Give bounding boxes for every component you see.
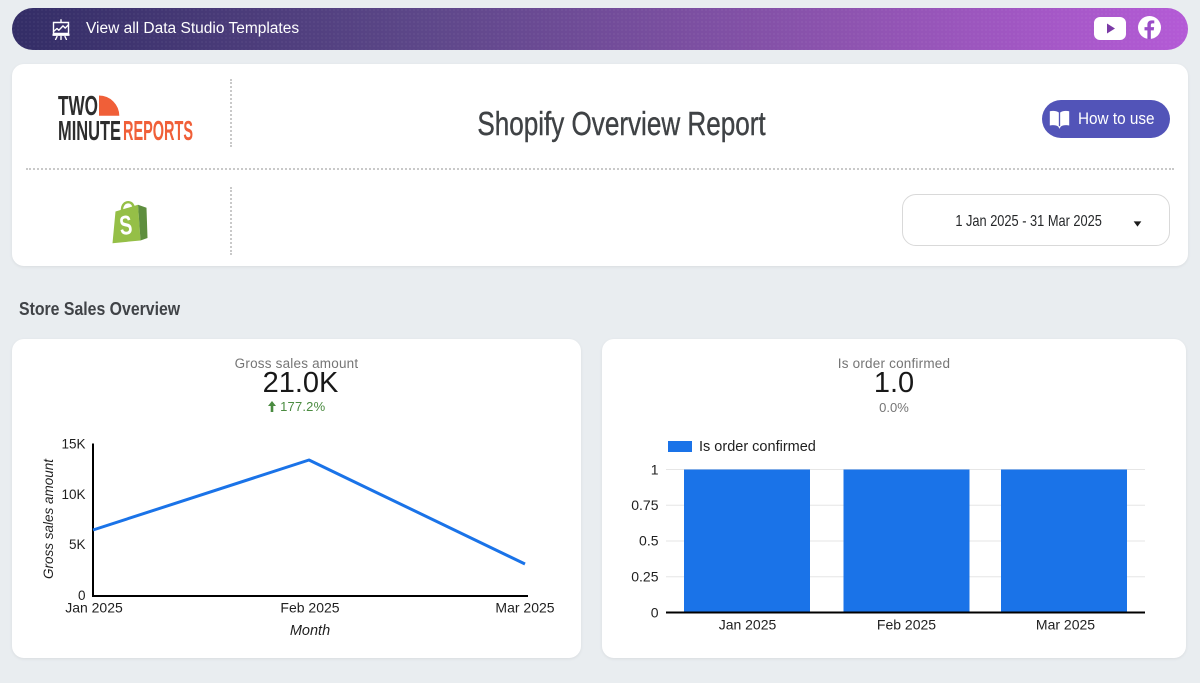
svg-text:Feb 2025: Feb 2025 xyxy=(280,600,339,616)
svg-text:TWO: TWO xyxy=(58,90,98,121)
svg-text:0.5: 0.5 xyxy=(639,533,659,549)
svg-text:Month: Month xyxy=(290,623,330,639)
svg-text:MINUTE: MINUTE xyxy=(58,115,121,143)
svg-text:0: 0 xyxy=(78,588,86,603)
svg-text:Mar 2025: Mar 2025 xyxy=(1036,617,1095,633)
svg-text:5K: 5K xyxy=(69,537,86,552)
svg-text:0.75: 0.75 xyxy=(631,497,658,513)
svg-text:0: 0 xyxy=(651,605,659,621)
svg-text:0.25: 0.25 xyxy=(631,569,658,585)
svg-text:REPORTS: REPORTS xyxy=(123,115,193,143)
svg-text:1: 1 xyxy=(651,462,659,478)
svg-text:Feb 2025: Feb 2025 xyxy=(877,617,936,633)
svg-text:Is order confirmed: Is order confirmed xyxy=(699,439,816,455)
svg-text:Mar 2025: Mar 2025 xyxy=(495,600,554,616)
svg-text:Gross sales amount: Gross sales amount xyxy=(41,458,56,579)
svg-text:S: S xyxy=(118,210,134,241)
svg-text:Jan 2025: Jan 2025 xyxy=(719,617,777,633)
svg-text:Jan 2025: Jan 2025 xyxy=(65,600,123,616)
svg-text:15K: 15K xyxy=(61,437,85,452)
svg-text:10K: 10K xyxy=(61,487,85,502)
